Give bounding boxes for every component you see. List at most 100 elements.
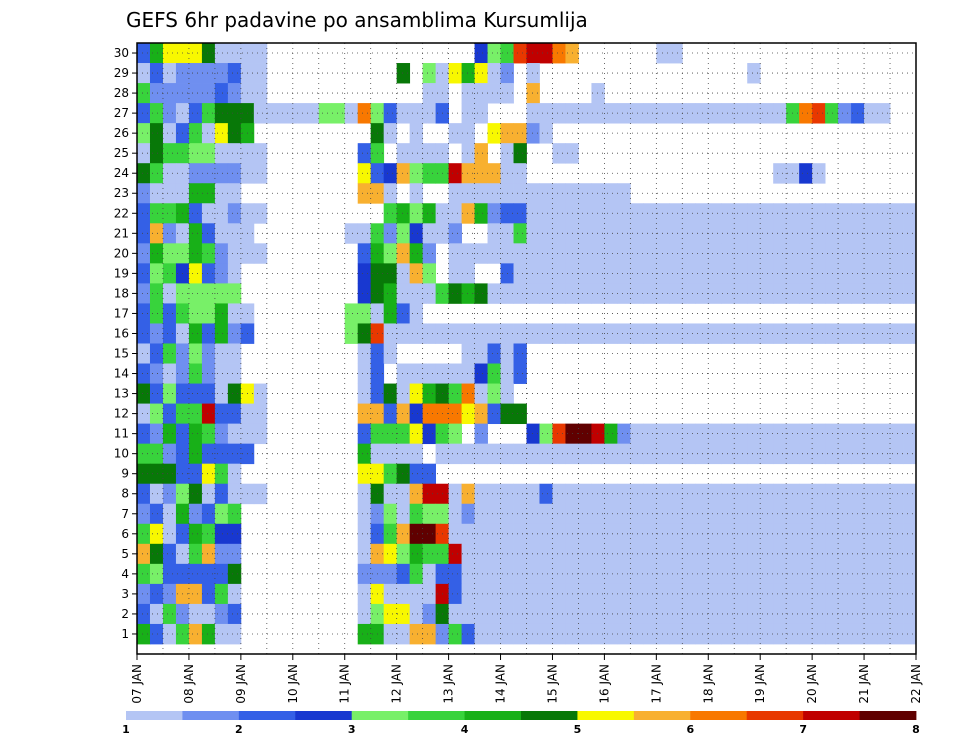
heatmap-cell [137, 323, 151, 344]
heatmap-cell [591, 243, 605, 264]
heatmap-cell [903, 483, 917, 505]
heatmap-cell [669, 103, 683, 124]
heatmap-cell [617, 523, 631, 545]
heatmap-cell [461, 203, 475, 224]
grid-lines [137, 43, 916, 654]
heatmap-cell [708, 603, 722, 625]
heatmap-cell [396, 503, 411, 525]
heatmap-cell [604, 483, 618, 505]
heatmap-cell [422, 263, 437, 284]
heatmap-cell [162, 543, 177, 565]
heatmap-cell [552, 563, 566, 585]
heatmap-cell [201, 223, 216, 244]
heatmap-cell [539, 183, 553, 204]
heatmap-cell [422, 63, 437, 84]
heatmap-cell [266, 103, 281, 124]
heatmap-cell [604, 423, 618, 445]
heatmap-cell [227, 503, 242, 525]
heatmap-cell [526, 123, 540, 144]
heatmap-cell [461, 503, 475, 525]
heatmap-cell [357, 443, 372, 465]
heatmap-cell [526, 423, 540, 445]
heatmap-cell [838, 523, 852, 545]
heatmap-cell [253, 143, 268, 164]
heatmap-cell [149, 503, 164, 525]
heatmap-cell [188, 403, 203, 425]
heatmap-cell [162, 463, 177, 485]
heatmap-cell [227, 83, 242, 104]
heatmap-cell [461, 263, 475, 284]
heatmap-cell [448, 383, 462, 404]
heatmap-cell [409, 243, 424, 264]
heatmap-cell [422, 163, 437, 184]
heatmap-cell [214, 443, 229, 465]
heatmap-cell [760, 443, 774, 465]
heatmap-cell [448, 323, 462, 344]
heatmap-cell [383, 443, 398, 465]
heatmap-cell [448, 63, 462, 84]
heatmap-cell [214, 483, 229, 505]
heatmap-cell [137, 583, 151, 605]
heatmap-cell [253, 483, 268, 505]
heatmap-cell [137, 363, 151, 384]
heatmap-cell [747, 323, 761, 344]
heatmap-cell [461, 183, 475, 204]
heatmap-cell [539, 603, 553, 625]
heatmap-cell [448, 243, 462, 264]
heatmap-cell [149, 283, 164, 304]
heatmap-cell [162, 163, 177, 184]
heatmap-cell [903, 263, 917, 284]
y-tick-label: 17 [114, 306, 129, 320]
heatmap-cell [617, 283, 631, 304]
heatmap-cell [201, 323, 216, 344]
heatmap-cell [656, 563, 670, 585]
heatmap-cell [422, 203, 437, 224]
heatmap-cell [734, 543, 748, 565]
heatmap-cell [903, 203, 917, 224]
heatmap-cell [201, 603, 216, 625]
heatmap-cell [487, 183, 501, 204]
heatmap-cell [513, 603, 527, 625]
heatmap-cell [695, 563, 709, 585]
heatmap-cell [604, 203, 618, 224]
heatmap-cell [708, 223, 722, 244]
heatmap-cell [227, 443, 242, 465]
heatmap-cell [461, 163, 475, 184]
heatmap-cell [747, 623, 761, 645]
heatmap-cell [617, 103, 631, 124]
heatmap-cell [461, 563, 475, 585]
heatmap-cell [422, 463, 437, 485]
heatmap-cell [695, 523, 709, 545]
colorbar-swatch [577, 711, 635, 720]
heatmap-cell [760, 423, 774, 445]
heatmap-cell [162, 483, 177, 505]
heatmap-cell [383, 103, 398, 124]
heatmap-cell [604, 523, 618, 545]
heatmap-cell [591, 103, 605, 124]
heatmap-cell [578, 283, 592, 304]
heatmap-cell [162, 243, 177, 264]
heatmap-cell [747, 483, 761, 505]
heatmap-cell [773, 543, 787, 565]
heatmap-cell [409, 103, 424, 124]
x-tick-label: 12 JAN [390, 664, 404, 704]
heatmap-cell [227, 463, 242, 485]
heatmap-cell [513, 323, 527, 344]
heatmap-cell [422, 503, 437, 525]
heatmap-cell [188, 323, 203, 344]
heatmap-cell [760, 263, 774, 284]
heatmap-cell [383, 523, 398, 545]
heatmap-cell [318, 103, 333, 124]
heatmap-cell [799, 323, 813, 344]
x-tick-label: 09 JAN [234, 664, 248, 704]
heatmap-cell [747, 443, 761, 465]
heatmap-cell [344, 303, 359, 324]
heatmap-cell [734, 263, 748, 284]
heatmap-cell [149, 523, 164, 545]
heatmap-cell [214, 383, 229, 404]
heatmap-cell [357, 323, 372, 344]
heatmap-cell [539, 203, 553, 224]
heatmap-cell [214, 263, 229, 284]
heatmap-cell [669, 603, 683, 625]
heatmap-cell [734, 583, 748, 605]
